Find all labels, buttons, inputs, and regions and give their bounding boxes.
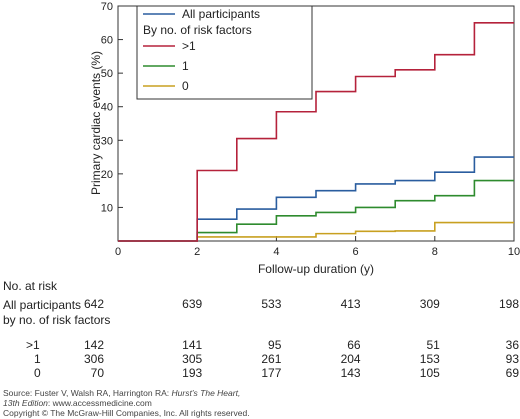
y-tick-label-6: 70: [101, 1, 113, 13]
y-tick-label-0: 10: [101, 202, 113, 214]
x-tick-label-1: 2: [194, 246, 200, 258]
series-line-2: [118, 179, 514, 242]
risk-label-all-line1: All participants: [3, 298, 82, 312]
risk-cell: 70: [90, 366, 104, 380]
x-tick-label-3: 6: [353, 246, 359, 258]
risk-cell: 95: [268, 338, 282, 352]
risk-cell: 639: [182, 297, 203, 311]
x-tick-label-2: 4: [273, 246, 279, 258]
source-line-1: Source: Fuster V, Walsh RA, Harrington R…: [3, 388, 241, 398]
risk-cell: 198: [498, 297, 519, 311]
risk-cell: 51: [426, 338, 440, 352]
source-line-2: 13th Edition: www.accessmedicine.com: [3, 398, 152, 408]
risk-cell: 533: [261, 297, 282, 311]
y-axis-label: Primary cardiac events (%): [89, 51, 103, 195]
y-tick-label-1: 20: [101, 169, 113, 181]
risk-label-0: 0: [34, 366, 41, 380]
risk-cell: 105: [419, 366, 440, 380]
risk-cell: 309: [419, 297, 440, 311]
legend-header: By no. of risk factors: [143, 23, 252, 37]
risk-cell: 177: [261, 366, 282, 380]
legend-label-0: 0: [182, 79, 189, 93]
x-tick-label-5: 10: [508, 246, 520, 258]
legend-label-all: All participants: [182, 7, 260, 21]
risk-label-1: 1: [34, 352, 41, 366]
risk-cell: 153: [419, 352, 440, 366]
x-tick-label-4: 8: [432, 246, 438, 258]
y-tick-label-3: 40: [101, 102, 113, 114]
series-line-1: [118, 21, 514, 242]
y-tick-label-2: 30: [101, 135, 113, 147]
x-tick-label-0: 0: [115, 246, 121, 258]
risk-label-gt1: >1: [26, 338, 40, 352]
risk-label-all-line2: by no. of risk factors: [3, 313, 111, 327]
x-axis-label: Follow-up duration (y): [258, 262, 374, 276]
risk-cell: 305: [182, 352, 203, 366]
risk-cell: 93: [505, 352, 519, 366]
series-line-3: [118, 221, 514, 242]
y-tick-label-4: 50: [101, 68, 113, 80]
risk-cell: 642: [83, 297, 104, 311]
risk-table-title: No. at risk: [3, 279, 58, 293]
risk-cell: 69: [505, 366, 519, 380]
risk-cell: 36: [505, 338, 519, 352]
risk-cell: 204: [340, 352, 361, 366]
risk-cell: 143: [340, 366, 361, 380]
source-line-3: Copyright © The McGraw-Hill Companies, I…: [3, 408, 250, 418]
risk-cell: 306: [83, 352, 104, 366]
y-tick-label-5: 60: [101, 35, 113, 47]
risk-cell: 261: [261, 352, 282, 366]
legend-label-gt1: >1: [182, 39, 196, 53]
legend: All participants By no. of risk factors …: [136, 5, 313, 100]
series-lines: [118, 21, 514, 242]
risk-cell: 142: [83, 338, 104, 352]
series-line-0: [118, 156, 514, 242]
legend-box: [136, 5, 313, 100]
risk-cell: 413: [340, 297, 361, 311]
legend-label-1: 1: [182, 59, 189, 73]
risk-cell: 193: [182, 366, 203, 380]
plot-frame: [117, 5, 515, 242]
risk-cell: 66: [347, 338, 361, 352]
risk-cell: 141: [182, 338, 203, 352]
